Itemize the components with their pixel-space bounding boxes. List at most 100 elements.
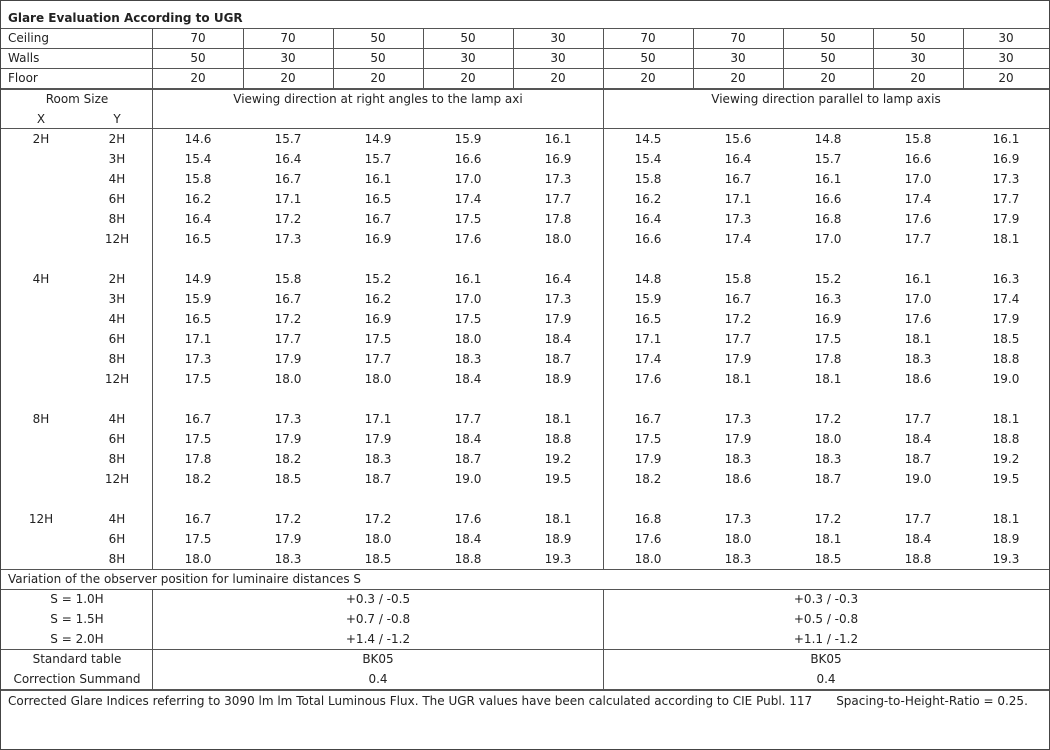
reflectance-label: Ceiling	[8, 31, 49, 45]
ugr-value: 17.0	[454, 172, 482, 186]
ugr-value: 17.5	[814, 332, 842, 346]
summary-value: 0.4	[816, 672, 836, 686]
ugr-value: 16.9	[544, 152, 572, 166]
ugr-value: 17.1	[724, 192, 752, 206]
ugr-value: 18.7	[454, 452, 482, 466]
ugr-value: 16.9	[364, 312, 392, 326]
ugr-value: 15.8	[724, 272, 752, 286]
ugr-value: 18.6	[904, 372, 932, 386]
ugr-value: 16.7	[364, 212, 392, 226]
rule	[333, 28, 334, 88]
reflectance-value: 50	[460, 31, 476, 45]
rule	[603, 28, 604, 88]
ugr-value: 17.4	[634, 352, 662, 366]
variation-title: Variation of the observer position for l…	[8, 572, 362, 586]
rule	[513, 28, 514, 88]
ugr-value: 17.2	[814, 512, 842, 526]
ugr-value: 16.5	[364, 192, 392, 206]
ugr-value: 18.4	[904, 432, 932, 446]
ugr-value: 17.4	[904, 192, 932, 206]
reflectance-value: 30	[998, 51, 1014, 65]
variation-label: S = 1.5H	[50, 612, 104, 626]
ugr-value: 17.6	[634, 532, 662, 546]
ugr-value: 17.9	[634, 452, 662, 466]
ugr-value: 14.8	[814, 132, 842, 146]
reflectance-value: 50	[640, 51, 656, 65]
ugr-value: 16.5	[184, 232, 212, 246]
ugr-value: 16.2	[184, 192, 212, 206]
ugr-value: 17.2	[274, 512, 302, 526]
ugr-value: 18.5	[274, 472, 302, 486]
ugr-value: 16.3	[992, 272, 1020, 286]
ugr-value: 17.6	[904, 312, 932, 326]
ugr-value: 18.3	[454, 352, 482, 366]
ugr-value: 17.2	[724, 312, 752, 326]
reflectance-value: 30	[460, 51, 476, 65]
ugr-value: 18.4	[544, 332, 572, 346]
reflectance-value: 20	[640, 71, 656, 85]
ugr-value: 16.1	[904, 272, 932, 286]
room-y: 2H	[108, 132, 126, 146]
direction-header: Viewing direction parallel to lamp axis	[711, 92, 941, 106]
room-y: 3H	[108, 292, 126, 306]
ugr-value: 17.7	[454, 412, 482, 426]
ugr-value: 17.6	[904, 212, 932, 226]
ugr-value: 18.7	[814, 472, 842, 486]
ugr-value: 18.1	[992, 412, 1020, 426]
ugr-value: 16.7	[274, 292, 302, 306]
ugr-value: 17.2	[364, 512, 392, 526]
ugr-value: 16.1	[544, 132, 572, 146]
rule	[152, 589, 153, 689]
room-x: 12H	[28, 512, 54, 526]
room-y: 8H	[108, 552, 126, 566]
ugr-value: 17.3	[992, 172, 1020, 186]
ugr-value: 17.7	[904, 412, 932, 426]
rule	[1, 28, 1049, 29]
ugr-value: 17.5	[184, 532, 212, 546]
ugr-value: 18.3	[904, 352, 932, 366]
ugr-value: 18.0	[184, 552, 212, 566]
ugr-value: 15.7	[274, 132, 302, 146]
rule	[783, 28, 784, 88]
ugr-value: 18.7	[544, 352, 572, 366]
reflectance-value: 30	[280, 51, 296, 65]
room-y: 3H	[108, 152, 126, 166]
ugr-value: 17.8	[544, 212, 572, 226]
reflectance-label: Walls	[8, 51, 40, 65]
ugr-value: 18.5	[814, 552, 842, 566]
room-y: 4H	[108, 172, 126, 186]
summary-value: BK05	[362, 652, 394, 666]
ugr-value: 17.2	[814, 412, 842, 426]
ugr-value: 15.8	[634, 172, 662, 186]
ugr-value: 19.5	[544, 472, 572, 486]
ugr-value: 17.7	[904, 512, 932, 526]
ugr-value: 17.3	[544, 292, 572, 306]
ugr-value: 19.2	[544, 452, 572, 466]
ugr-value: 16.1	[814, 172, 842, 186]
ugr-value: 18.0	[724, 532, 752, 546]
summary-value: BK05	[810, 652, 842, 666]
ugr-value: 18.8	[992, 352, 1020, 366]
room-x-header: X	[36, 112, 46, 126]
ugr-value: 18.1	[814, 372, 842, 386]
ugr-value: 16.5	[634, 312, 662, 326]
ugr-value: 17.9	[274, 432, 302, 446]
ugr-value: 18.6	[724, 472, 752, 486]
ugr-value: 18.8	[544, 432, 572, 446]
ugr-value: 16.1	[454, 272, 482, 286]
ugr-value: 18.5	[992, 332, 1020, 346]
reflectance-value: 70	[190, 31, 206, 45]
reflectance-label: Floor	[8, 71, 38, 85]
ugr-value: 16.7	[724, 172, 752, 186]
room-y: 6H	[108, 532, 126, 546]
ugr-value: 17.4	[724, 232, 752, 246]
summary-label: Correction Summand	[13, 672, 141, 686]
room-x: 4H	[32, 272, 50, 286]
ugr-value: 16.7	[634, 412, 662, 426]
ugr-value: 16.6	[814, 192, 842, 206]
ugr-value: 14.9	[364, 132, 392, 146]
ugr-value: 15.2	[814, 272, 842, 286]
rule	[1, 68, 1049, 69]
reflectance-value: 20	[730, 71, 746, 85]
room-y: 2H	[108, 272, 126, 286]
